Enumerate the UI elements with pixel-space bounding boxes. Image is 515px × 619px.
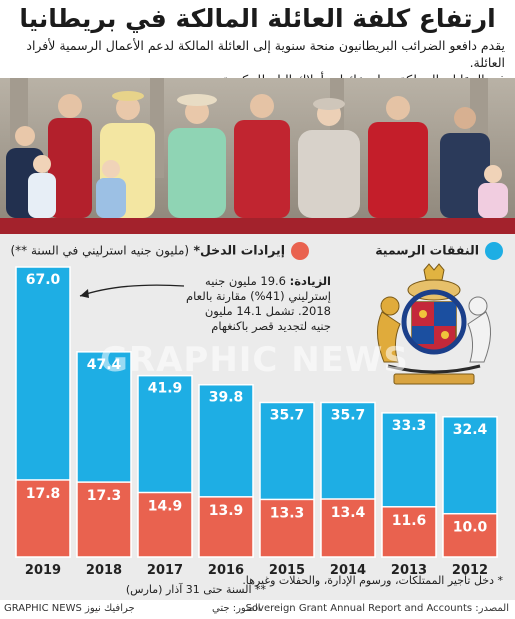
bar-income-2015 [259,498,315,558]
x-tick-label-2018: 2018 [86,563,122,578]
bar-label-expenditure-2016: 39.8 [209,390,244,406]
bar-income-2018 [76,481,132,558]
royal-family-photo [0,78,515,234]
bar-label-income-2018: 17.3 [87,488,122,504]
footer: GRAPHIC NEWS جرافيك نيوز الصور: جتي المص… [0,601,515,619]
bar-income-2017 [137,491,193,558]
x-tick-label-2012: 2012 [452,563,488,578]
bar-label-expenditure-2017: 41.9 [148,381,183,397]
bar-label-expenditure-2014: 35.7 [331,407,366,423]
x-tick-label-2016: 2016 [208,563,244,578]
bar-label-income-2017: 14.9 [148,499,183,515]
footer-photo-credit: الصور: جتي [212,603,261,614]
bar-label-expenditure-2019: 67.0 [26,272,61,288]
bar-label-income-2014: 13.4 [331,505,366,521]
bar-label-income-2012: 10.0 [453,520,488,536]
legend-expenditure-label: النفقات الرسمية [375,242,479,258]
bar-income-2012 [442,512,498,558]
legend-expenditure-swatch [485,242,503,260]
annotation-text: 19.6 مليون جنيه إسترليني (41%) مقارنة با… [186,274,331,333]
footnote-income: * دخل تأجير الممتلكات، ورسوم الإدارة، وا… [242,574,503,587]
bar-income-2016 [198,496,254,558]
bar-label-expenditure-2013: 33.3 [392,418,427,434]
legend-income-note: (مليون جنيه استرليني في السنة **) [10,243,190,258]
legend-expenditure: النفقات الرسمية [375,242,503,260]
legend-income-label: إيرادات الدخل* [193,242,285,258]
bar-income-2013 [381,506,437,558]
bar-income-2014 [320,498,376,558]
bar-label-income-2019: 17.8 [26,486,61,502]
legend-income: إيرادات الدخل* (مليون جنيه استرليني في ا… [10,242,309,260]
legend-income-swatch [291,242,309,260]
footer-brand: GRAPHIC NEWS جرافيك نيوز [4,603,135,614]
footnote-year: ** السنة حتى 31 آذار (مارس) [125,583,266,596]
bar-label-income-2016: 13.9 [209,503,244,519]
bar-label-expenditure-2012: 32.4 [453,422,488,438]
x-tick-label-2015: 2015 [269,563,305,578]
x-tick-label-2017: 2017 [147,563,183,578]
bar-label-expenditure-2015: 35.7 [270,407,305,423]
footer-source: المصدر: Sovereign Grant Annual Report an… [245,603,509,614]
annotation-bold: الزيادة: [289,274,331,288]
royal-coat-of-arms-icon [364,262,504,392]
subtitle-line-1: يقدم دافعو الضرائب البريطانيون منحة سنوي… [26,38,505,70]
bar-label-expenditure-2018: 47.4 [87,357,122,373]
x-tick-label-2014: 2014 [330,563,366,578]
bar-label-income-2015: 13.3 [270,505,305,521]
bar-label-income-2013: 11.6 [392,513,427,529]
x-tick-label-2019: 2019 [25,563,61,578]
bar-income-2019 [15,479,71,558]
annotation-2019: الزيادة: 19.6 مليون جنيه إسترليني (41%) … [181,274,331,334]
page-title: ارتفاع كلفة العائلة المالكة في بريطانيا [19,4,496,33]
x-tick-label-2013: 2013 [391,563,427,578]
